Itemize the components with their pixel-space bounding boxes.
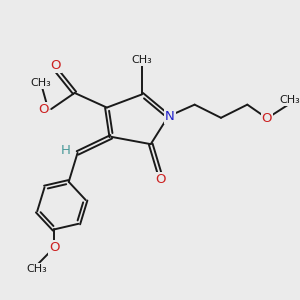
Text: H: H bbox=[60, 143, 70, 157]
Text: CH₃: CH₃ bbox=[132, 55, 152, 65]
Text: N: N bbox=[165, 110, 175, 123]
Text: CH₃: CH₃ bbox=[26, 264, 47, 274]
Text: O: O bbox=[262, 112, 272, 125]
Text: O: O bbox=[49, 241, 59, 254]
Text: O: O bbox=[50, 59, 61, 72]
Text: CH₃: CH₃ bbox=[279, 95, 300, 105]
Text: O: O bbox=[38, 103, 48, 116]
Text: O: O bbox=[156, 173, 166, 186]
Text: CH₃: CH₃ bbox=[31, 78, 51, 88]
